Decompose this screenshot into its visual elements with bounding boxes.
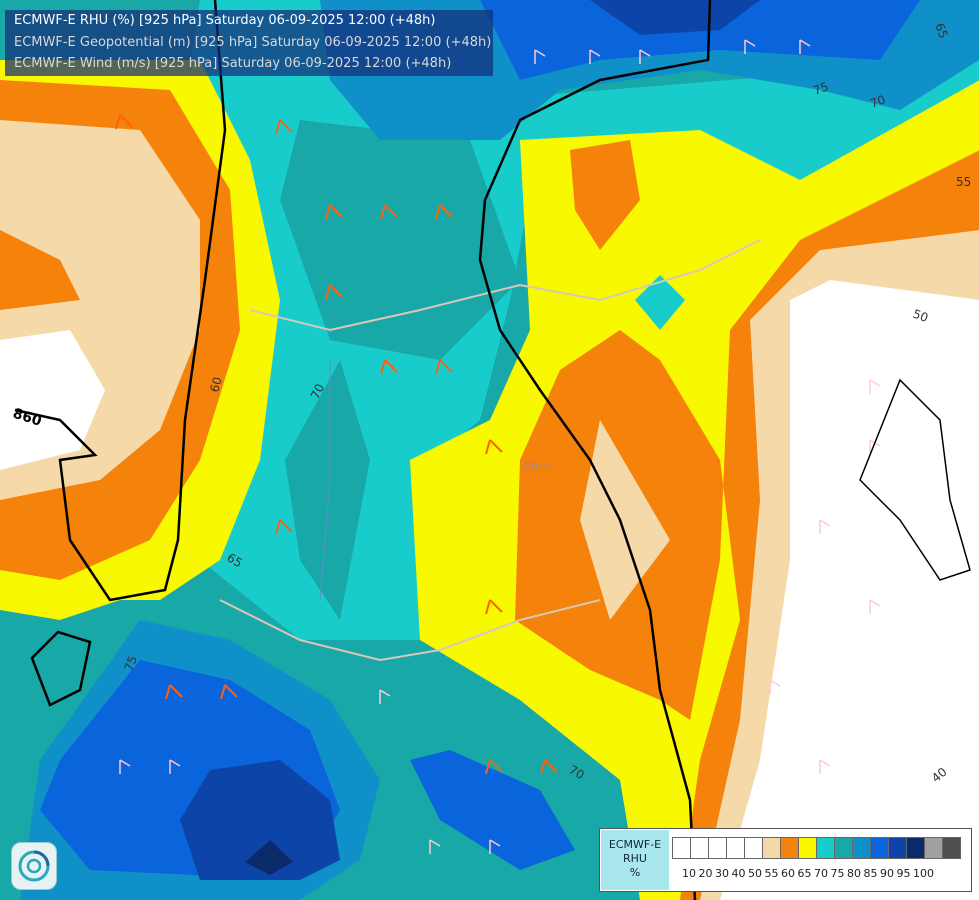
legend-swatch — [690, 837, 709, 859]
rh-label-60-left: 60 — [207, 375, 224, 393]
legend-tick-label: 90 — [880, 867, 894, 880]
header-line-rhu: ECMWF-E RHU (%) [925 hPa] Saturday 06-09… — [14, 13, 436, 28]
rh-70-75-spine — [285, 360, 370, 620]
rh-label-70-bottom: 70 — [567, 762, 587, 782]
legend-tick-label: 30 — [715, 867, 729, 880]
country-border-south — [219, 599, 601, 662]
header-info-box: ECMWF-E RHU (%) [925 hPa] Saturday 06-09… — [5, 10, 493, 76]
legend-swatch — [780, 837, 799, 859]
rh-label-65-topright: 65 — [932, 21, 950, 40]
legend-tick-label: 75 — [830, 867, 845, 880]
legend-swatch — [924, 837, 943, 859]
rh-90-95-bottom — [245, 840, 293, 875]
rh-label-55-right: 55 — [956, 175, 971, 189]
legend-tick-label: 65 — [797, 867, 812, 880]
legend-swatch — [744, 837, 763, 859]
legend-swatch — [942, 837, 961, 859]
legend-swatches — [672, 837, 961, 859]
legend-swatch — [888, 837, 907, 859]
legend-tick-label: 85 — [863, 867, 878, 880]
geopotential-contour-west — [14, 0, 227, 602]
legend-swatch — [870, 837, 889, 859]
rh-label-50-right: 50 — [911, 307, 930, 325]
legend-swatch — [906, 837, 925, 859]
rh-50-55-inner — [580, 420, 670, 620]
legend-tick-label: 20 — [698, 867, 713, 880]
legend-swatch — [762, 837, 781, 859]
legend-tick-label: 70 — [814, 867, 828, 880]
rh-55-60-left-blob — [0, 230, 80, 310]
legend-tick-label: 60 — [781, 867, 795, 880]
rh-below-50-left — [0, 330, 105, 470]
rh-label-65-lower: 65 — [225, 550, 245, 570]
rh-55-60-blob-top — [570, 140, 640, 250]
legend-swatch — [816, 837, 835, 859]
legend-tick-label: 50 — [748, 867, 762, 880]
legend-tick-label: 95 — [896, 867, 911, 880]
geopotential-contour-loop — [30, 630, 92, 707]
wind-barbs-pink — [119, 39, 881, 854]
legend-swatch — [672, 837, 691, 859]
legend-title: ECMWF-E RHU % — [601, 830, 669, 890]
rh-below-50-right — [720, 280, 979, 900]
rhu-legend: ECMWF-E RHU % 10 20 30 40 50 55 60 65 70 75 80 85 90… — [599, 828, 972, 892]
wind-barbs-orange — [115, 114, 558, 775]
rh-label-70-center: 70 — [308, 382, 327, 402]
country-border — [249, 239, 761, 332]
legend-tick-label: 80 — [847, 867, 861, 880]
rh-label-75-lower: 75 — [122, 654, 140, 673]
header-line-geopotential: ECMWF-E Geopotential (m) [925 hPa] Satur… — [14, 35, 492, 50]
legend-swatch — [726, 837, 745, 859]
rh-85-90-top — [590, 0, 760, 35]
ecmwf-swirl-icon — [11, 842, 57, 890]
rh-85-90-bottom — [180, 760, 340, 880]
legend-swatch — [834, 837, 853, 859]
rh-80-85-bottom-right — [410, 750, 575, 870]
legend-tick-label: 10 — [682, 867, 696, 880]
legend-title-unit: % — [629, 866, 641, 879]
legend-tick-label: 100 — [913, 867, 934, 880]
geopotential-contour-east-loop — [859, 378, 971, 581]
legend-swatch — [798, 837, 817, 859]
rh-label-75-top: 75 — [811, 79, 830, 97]
river — [319, 360, 331, 601]
legend-swatch — [708, 837, 727, 859]
legend-tick-label: 40 — [731, 867, 746, 880]
legend-title-variable: RHU — [623, 852, 647, 865]
rh-65-70-blob — [635, 275, 685, 330]
rh-label-70-top: 70 — [868, 92, 887, 110]
legend-tick-label: 55 — [764, 867, 779, 880]
legend-swatch — [852, 837, 871, 859]
geopotential-contour-east — [478, 0, 712, 900]
header-line-wind: ECMWF-E Wind (m/s) [925 hPa] Saturday 06… — [14, 56, 452, 71]
legend-title-model: ECMWF-E — [608, 838, 662, 851]
city-label-pecs: Pécs — [524, 459, 551, 473]
